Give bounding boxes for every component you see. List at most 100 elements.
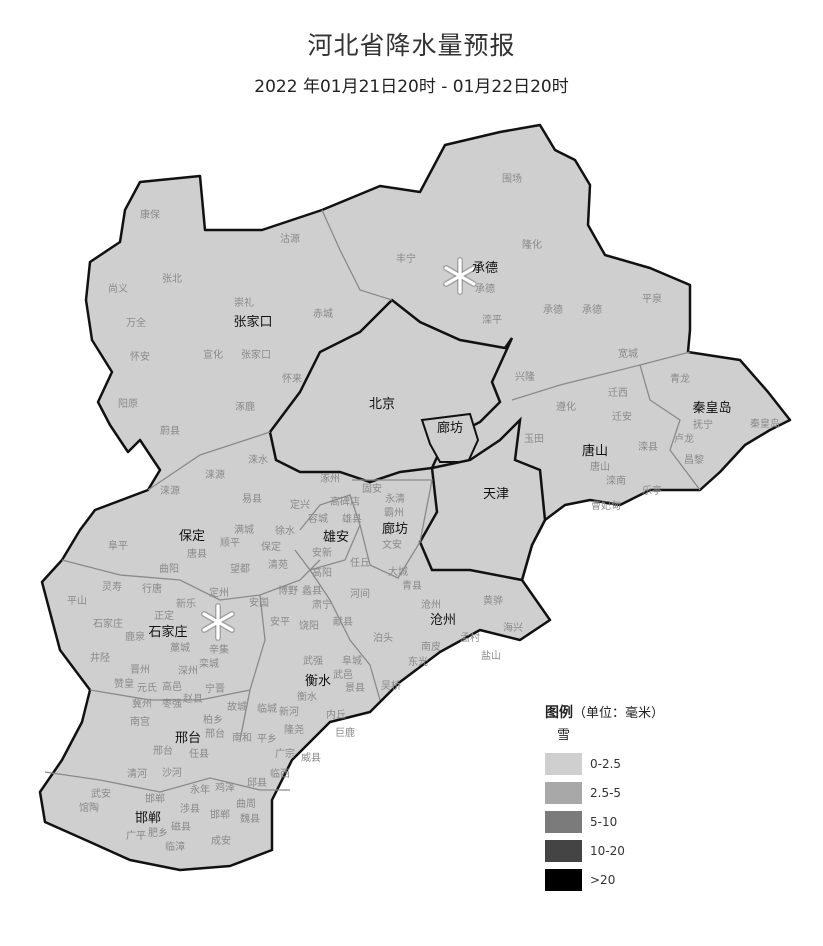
county-label: 抚宁 xyxy=(693,418,713,431)
legend-title-text: 图例 xyxy=(545,705,573,721)
city-label: 北京 xyxy=(369,397,395,412)
city-label: 雄安 xyxy=(323,530,349,545)
city-label: 廊坊 xyxy=(437,420,463,436)
county-label: 赞皇 xyxy=(114,677,134,690)
county-label: 尚义 xyxy=(108,282,128,295)
county-label: 望都 xyxy=(230,562,250,575)
county-label: 藁城 xyxy=(170,641,190,654)
county-label: 曲周 xyxy=(236,798,256,810)
legend: 图例（单位：毫米） 雪 0-2.5 2.5-5 5-10 10-20 >20 xyxy=(545,702,664,894)
legend-label: 2.5-5 xyxy=(590,785,622,800)
county-label: 邢台 xyxy=(205,727,225,740)
city-label: 承德 xyxy=(472,261,498,276)
city-label: 秦皇岛 xyxy=(692,400,731,416)
county-label: 柏乡 xyxy=(203,713,223,726)
county-label: 南皮 xyxy=(421,640,441,653)
county-label: 青县 xyxy=(402,579,422,592)
county-label: 丰宁 xyxy=(396,252,416,265)
county-label: 临西 xyxy=(270,767,290,780)
city-label: 邢台 xyxy=(175,731,201,746)
county-label: 献县 xyxy=(333,615,353,628)
county-label: 黄骅 xyxy=(483,594,503,607)
langfang-south-border xyxy=(352,479,433,579)
county-label: 石家庄 xyxy=(93,617,123,630)
county-label: 任丘 xyxy=(350,556,370,569)
county-label: 怀来 xyxy=(282,373,302,385)
county-label: 邯郸 xyxy=(210,808,230,821)
county-label: 定州 xyxy=(209,586,229,599)
legend-category: 雪 xyxy=(557,728,571,743)
county-label: 沧州 xyxy=(421,598,441,611)
county-label: 涞源 xyxy=(205,468,225,481)
county-label: 安国 xyxy=(249,596,269,609)
chengde-tangshan-border xyxy=(511,351,691,401)
legend-item: 2.5-5 xyxy=(545,778,664,807)
county-label: 承德 xyxy=(475,282,495,295)
county-label: 冀州 xyxy=(132,697,152,710)
county-label: 清河 xyxy=(127,767,147,780)
county-label: 滦南 xyxy=(606,474,626,487)
county-label: 邢台 xyxy=(153,744,173,757)
county-label: 博野 xyxy=(278,584,298,597)
county-label: 宁晋 xyxy=(205,682,225,695)
county-label: 平泉 xyxy=(642,292,662,305)
city-label: 保定 xyxy=(179,529,205,544)
county-label: 新河 xyxy=(279,705,299,718)
county-label: 唐县 xyxy=(187,547,207,560)
county-label: 泊头 xyxy=(373,632,393,644)
map-title: 河北省降水量预报 xyxy=(307,31,516,60)
county-label: 深州 xyxy=(178,665,198,677)
legend-swatch xyxy=(545,810,582,833)
county-label: 正定 xyxy=(154,609,174,622)
county-label: 玉田 xyxy=(524,434,544,445)
legend-item: 5-10 xyxy=(545,807,664,836)
county-label: 唐山 xyxy=(590,460,610,473)
county-label: 迁西 xyxy=(608,387,628,399)
county-label: 邯郸 xyxy=(145,792,165,805)
legend-item: 0-2.5 xyxy=(545,749,664,778)
county-label: 平乡 xyxy=(257,733,277,745)
county-label: 井陉 xyxy=(90,651,110,664)
county-label: 张北 xyxy=(162,273,182,285)
county-label: 吴桥 xyxy=(381,680,401,692)
county-label: 阜平 xyxy=(108,539,128,552)
cangzhou-hengshui-border xyxy=(309,569,381,701)
baoding-shijiazhuang-border xyxy=(61,559,321,601)
county-label: 定兴 xyxy=(290,498,310,511)
county-label: 馆陶 xyxy=(79,801,99,814)
county-label: 景县 xyxy=(345,682,365,694)
county-label: 南宫 xyxy=(130,715,150,728)
county-label: 清苑 xyxy=(268,558,288,571)
xingtai-handan-border xyxy=(44,771,290,793)
county-label: 安平 xyxy=(270,615,290,628)
legend-item: >20 xyxy=(545,865,664,894)
county-label: 高阳 xyxy=(312,566,332,579)
county-label: 赵县 xyxy=(183,692,203,705)
county-label: 武强 xyxy=(303,654,323,667)
county-label: 宣化 xyxy=(203,348,223,361)
county-label: 涿鹿 xyxy=(235,400,255,413)
county-label: 秦皇岛 xyxy=(750,417,780,430)
county-label: 滦平 xyxy=(482,313,502,326)
county-label: 大城 xyxy=(388,565,408,578)
county-label: 滦县 xyxy=(638,440,658,453)
county-label: 承德 xyxy=(543,303,563,316)
county-label: 东光 xyxy=(408,655,428,668)
county-label: 武邑 xyxy=(333,668,353,681)
legend-label: 0-2.5 xyxy=(590,756,622,771)
county-label: 乐亭 xyxy=(642,484,662,497)
county-label: 涞源 xyxy=(160,484,180,497)
county-label: 永年 xyxy=(190,783,210,796)
legend-label: 10-20 xyxy=(590,843,625,858)
county-label: 故城 xyxy=(227,700,247,713)
county-label: 灵寿 xyxy=(102,580,122,593)
county-label: 隆尧 xyxy=(284,723,304,736)
city-label: 沧州 xyxy=(430,612,456,628)
snow-icon xyxy=(443,257,477,295)
county-label: 高碑店 xyxy=(330,495,360,508)
city-label: 廊坊 xyxy=(382,521,408,537)
county-label: 临漳 xyxy=(165,840,185,853)
county-label: 成安 xyxy=(211,834,231,847)
county-label: 内丘 xyxy=(326,708,346,721)
county-label: 卢龙 xyxy=(674,432,694,445)
